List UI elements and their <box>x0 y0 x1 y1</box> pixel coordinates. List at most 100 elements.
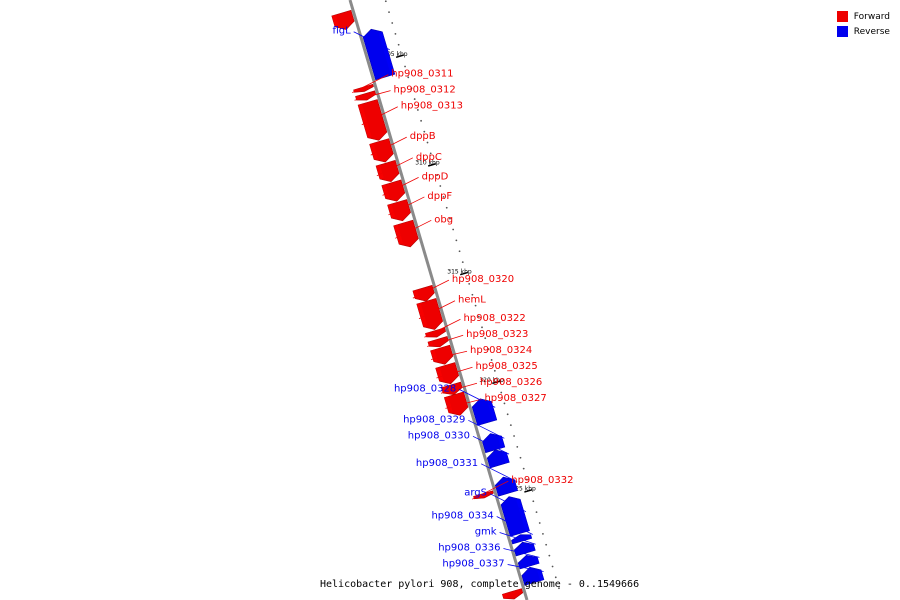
gene-highlight <box>441 386 447 394</box>
gene-label[interactable]: hp908_0331 <box>416 458 478 469</box>
gene-leader-line <box>480 463 518 483</box>
forward-gene[interactable] <box>425 327 447 338</box>
ruler-minor-tick <box>484 337 487 340</box>
ruler-minor-tick <box>452 228 455 231</box>
forward-gene[interactable] <box>353 83 374 93</box>
gene-label[interactable]: dppC <box>416 152 442 163</box>
reverse-gene[interactable] <box>521 566 545 586</box>
gene-leader-line <box>472 435 510 455</box>
ruler-minor-tick <box>509 424 512 427</box>
gene-highlight <box>369 143 378 160</box>
gene-label[interactable]: hp908_0337 <box>442 559 504 570</box>
gene-label[interactable]: hemL <box>458 295 486 306</box>
gene-label[interactable]: hp908_0325 <box>475 361 537 372</box>
ruler-minor-tick <box>416 109 419 111</box>
forward-gene[interactable] <box>393 219 419 248</box>
gene-highlight <box>533 557 540 565</box>
ruler-minor-tick <box>445 206 448 209</box>
gene-highlight <box>331 14 339 27</box>
ruler-minor-tick <box>481 326 483 329</box>
legend-forward-label: Forward <box>853 11 890 22</box>
gene-label[interactable]: hp908_0332 <box>511 475 573 486</box>
ruler-minor-tick <box>545 543 548 546</box>
reverse-gene[interactable] <box>486 449 510 469</box>
gene-label[interactable]: gmk <box>475 527 497 538</box>
ruler-minor-tick <box>490 359 493 361</box>
gene-highlight <box>435 367 444 382</box>
ruler-minor-tick <box>526 478 528 481</box>
forward-gene[interactable] <box>430 344 454 365</box>
gene-arrow[interactable] <box>353 83 374 93</box>
ruler-minor-tick <box>477 315 480 318</box>
gene-label[interactable]: hp908_0322 <box>463 313 525 324</box>
gene-label[interactable]: hp908_0336 <box>438 543 500 554</box>
ruler-major-tick <box>492 380 501 385</box>
gene-leader-line <box>496 516 533 535</box>
reverse-gene[interactable] <box>482 433 506 454</box>
gene-label[interactable]: hp908_0312 <box>394 85 456 96</box>
gene-highlight <box>537 569 544 581</box>
forward-gene[interactable] <box>381 179 406 202</box>
gene-highlight <box>502 452 510 464</box>
gene-leader-line <box>388 196 425 216</box>
reverse-gene[interactable] <box>517 554 540 570</box>
reverse-gene[interactable] <box>494 476 519 497</box>
ruler-minor-tick <box>519 456 522 459</box>
gene-label[interactable]: flgL <box>332 26 351 37</box>
gene-label[interactable]: dppF <box>427 191 452 202</box>
forward-gene[interactable] <box>416 298 444 330</box>
gene-label[interactable]: hp908_0320 <box>452 274 514 285</box>
forward-gene[interactable] <box>387 199 411 222</box>
forward-gene[interactable] <box>443 391 469 416</box>
forward-gene[interactable] <box>375 159 400 182</box>
forward-gene[interactable] <box>355 90 377 101</box>
gene-label[interactable]: dppD <box>422 171 449 182</box>
ruler-minor-tick <box>551 565 554 568</box>
gene-leader-line <box>382 177 419 196</box>
forward-gene[interactable] <box>435 362 460 385</box>
ruler-minor-tick <box>426 141 429 144</box>
forward-gene[interactable] <box>501 588 524 600</box>
gene-label[interactable]: argS <box>464 488 487 499</box>
forward-gene[interactable] <box>369 138 394 163</box>
gene-arrow[interactable] <box>425 327 447 338</box>
forward-gene[interactable] <box>412 284 435 302</box>
gene-label[interactable]: hp908_0311 <box>391 69 453 80</box>
gene-arrow[interactable] <box>355 90 377 101</box>
gene-leader-line <box>436 366 473 379</box>
forward-gene[interactable] <box>357 99 388 141</box>
gene-label[interactable]: hp908_0334 <box>431 511 493 522</box>
gene-label[interactable]: hp908_0329 <box>403 414 465 425</box>
ruler-tick-label: 310 kbp <box>415 160 440 167</box>
gene-highlight <box>416 302 428 327</box>
ruler-minor-tick <box>404 65 406 68</box>
ruler-minor-tick <box>538 522 541 524</box>
gene-label[interactable]: hp908_0327 <box>484 393 546 404</box>
ruler-major-tick <box>460 271 469 276</box>
gene-leader-line <box>472 480 509 500</box>
gene-label[interactable]: dppB <box>410 131 436 142</box>
gene-leader-line <box>412 279 450 299</box>
ruler-minor-tick <box>413 98 416 100</box>
forward-gene[interactable] <box>331 9 355 30</box>
reverse-gene[interactable] <box>362 28 396 81</box>
legend-forward: Forward <box>836 9 890 24</box>
gene-label[interactable]: hp908_0324 <box>470 345 532 356</box>
gene-leader-line <box>376 157 414 177</box>
gene-label[interactable]: hp908_0323 <box>466 329 528 340</box>
forward-swatch <box>836 11 848 22</box>
gene-label[interactable]: hp908_0326 <box>480 377 542 388</box>
gene-arrow[interactable] <box>357 99 388 141</box>
ruler-minor-tick <box>458 250 461 253</box>
gene-leader-line <box>503 548 540 558</box>
gene-arrow[interactable] <box>501 588 524 600</box>
gene-arrow[interactable] <box>362 28 396 81</box>
gene-leader-line <box>499 532 536 545</box>
gene-label[interactable]: obg <box>434 214 453 225</box>
gene-leader-line <box>430 350 468 360</box>
ruler-minor-tick <box>558 587 560 590</box>
gene-label[interactable]: hp908_0330 <box>408 430 470 441</box>
gene-label[interactable]: hp908_0328 <box>394 383 456 394</box>
ruler-minor-tick <box>423 130 426 133</box>
gene-label[interactable]: hp908_0313 <box>401 101 463 112</box>
